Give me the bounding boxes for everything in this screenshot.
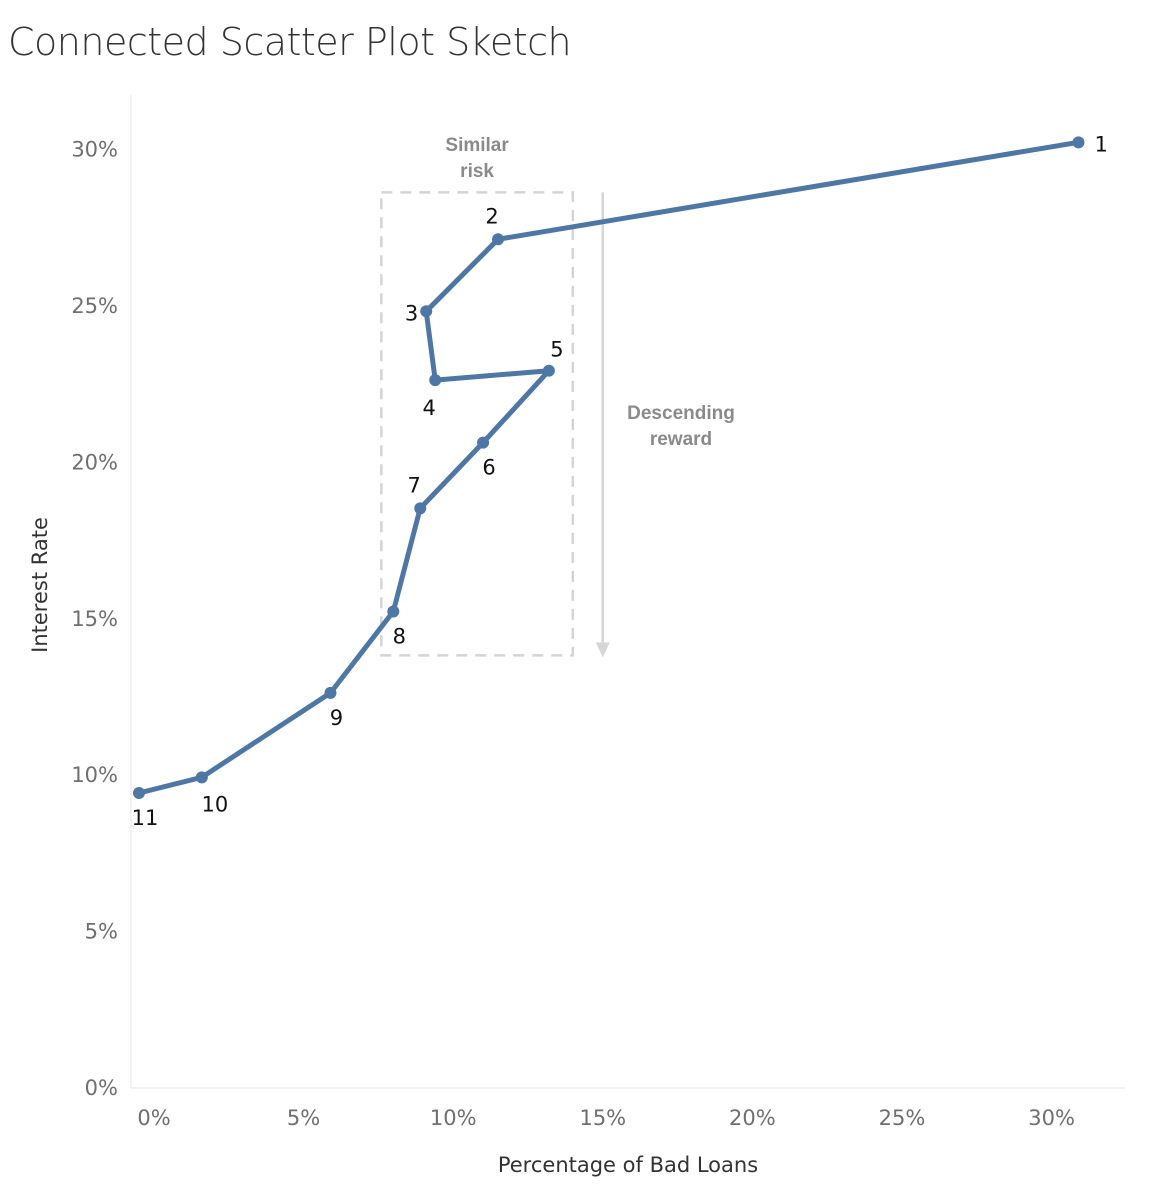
similar-risk-box [380, 191, 575, 657]
data-point-label: 4 [423, 396, 436, 420]
annotations: Similar risk Descending reward [380, 135, 735, 658]
data-point [429, 374, 442, 387]
y-tick-label: 30% [71, 138, 118, 162]
data-point [414, 502, 427, 515]
y-axis-title: Interest Rate [28, 517, 52, 653]
x-tick-label: 10% [430, 1106, 477, 1130]
data-point-label: 2 [485, 204, 498, 228]
data-point [387, 605, 400, 618]
data-point [492, 233, 505, 246]
point-labels: 1 2 3 4 5 6 7 8 9 10 11 [132, 132, 1108, 830]
axes: 0% 5% 10% 15% 20% 25% 30% 0% 5% 10% 15% 20% 25% 30% Pe… [28, 95, 1125, 1177]
data-point [1072, 136, 1085, 149]
x-tick-label: 5% [287, 1106, 320, 1130]
arrow-down-icon [595, 642, 610, 658]
data-point-label: 9 [330, 706, 343, 730]
data-point [542, 364, 555, 377]
series [132, 136, 1085, 799]
y-tick-label: 5% [85, 920, 118, 944]
descending-reward-label: Descending [627, 403, 735, 424]
x-tick-label: 30% [1028, 1106, 1075, 1130]
data-point [420, 305, 433, 318]
data-point [195, 771, 208, 784]
data-point [477, 436, 490, 449]
x-tick-label: 15% [579, 1106, 626, 1130]
data-point [132, 786, 145, 799]
data-point-label: 3 [405, 301, 418, 325]
series-line [136, 139, 1081, 796]
data-point [324, 686, 337, 699]
x-tick-label: 20% [729, 1106, 776, 1130]
y-tick-label: 0% [85, 1076, 118, 1100]
similar-risk-label: risk [460, 161, 494, 182]
data-point-label: 1 [1094, 132, 1107, 156]
x-tick-label: 25% [879, 1106, 926, 1130]
data-point-label: 5 [550, 338, 563, 362]
data-point-label: 10 [201, 792, 228, 816]
y-tick-label: 20% [71, 450, 118, 474]
data-point-label: 7 [408, 473, 421, 497]
data-point-label: 6 [482, 456, 495, 480]
y-tick-label: 10% [71, 763, 118, 787]
similar-risk-label: Similar [445, 135, 509, 156]
y-tick-label: 25% [71, 294, 118, 318]
x-tick-label: 0% [137, 1106, 170, 1130]
data-point-label: 11 [132, 806, 159, 830]
data-point-label: 8 [393, 625, 406, 649]
chart-title: Connected Scatter Plot Sketch [8, 20, 572, 64]
descending-reward-label: reward [650, 429, 712, 450]
x-axis-title: Percentage of Bad Loans [498, 1153, 758, 1177]
y-tick-label: 15% [71, 607, 118, 631]
